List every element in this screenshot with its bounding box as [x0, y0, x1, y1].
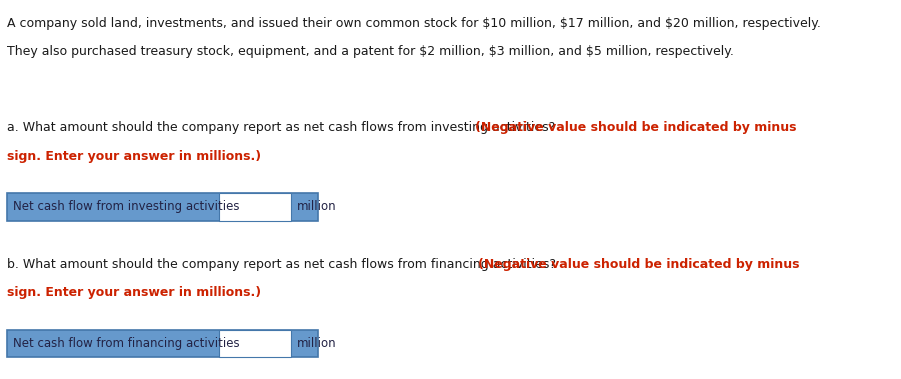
FancyBboxPatch shape [219, 330, 291, 357]
Text: b. What amount should the company report as net cash flows from financing activi: b. What amount should the company report… [7, 258, 560, 271]
Text: million: million [296, 200, 336, 213]
Text: Net cash flow from investing activities: Net cash flow from investing activities [13, 200, 239, 213]
Text: a. What amount should the company report as net cash flows from investing activi: a. What amount should the company report… [7, 121, 560, 134]
Text: (Negative value should be indicated by minus: (Negative value should be indicated by m… [475, 121, 796, 134]
FancyBboxPatch shape [7, 330, 318, 357]
Text: million: million [296, 337, 336, 350]
FancyBboxPatch shape [7, 193, 318, 221]
FancyBboxPatch shape [219, 193, 291, 221]
Text: (Negative value should be indicated by minus: (Negative value should be indicated by m… [478, 258, 799, 271]
Text: They also purchased treasury stock, equipment, and a patent for $2 million, $3 m: They also purchased treasury stock, equi… [7, 45, 734, 58]
Text: sign. Enter your answer in millions.): sign. Enter your answer in millions.) [7, 286, 261, 299]
Text: sign. Enter your answer in millions.): sign. Enter your answer in millions.) [7, 150, 261, 163]
Text: A company sold land, investments, and issued their own common stock for $10 mill: A company sold land, investments, and is… [7, 17, 821, 30]
Text: Net cash flow from financing activities: Net cash flow from financing activities [13, 337, 240, 350]
